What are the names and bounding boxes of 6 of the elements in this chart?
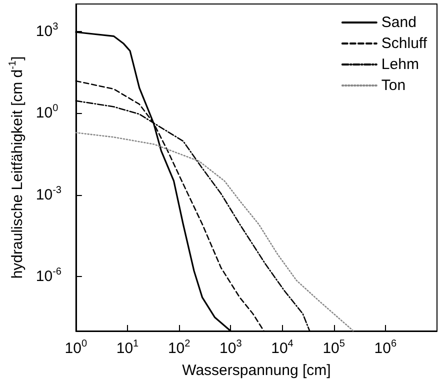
legend-label: Lehm bbox=[381, 56, 419, 73]
legend-label: Sand bbox=[381, 14, 416, 31]
y-axis-title: hydraulische Leitfähigkeit [cm d-1] bbox=[8, 56, 26, 279]
legend-label: Schluff bbox=[381, 35, 428, 52]
x-axis-title: Wasserspannung [cm] bbox=[182, 362, 331, 379]
legend-label: Ton bbox=[381, 77, 406, 94]
